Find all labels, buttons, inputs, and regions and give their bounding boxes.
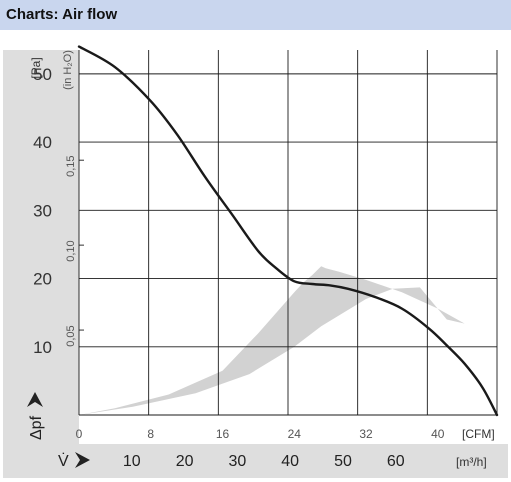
x-tick-label-cfm: 32 — [359, 427, 373, 441]
x-tick-label-m3h: 20 — [176, 453, 194, 470]
x-axis-label: V̇ — [58, 452, 69, 470]
chart-title: Charts: Air flow — [6, 6, 118, 23]
x-tick-label-m3h: 60 — [387, 453, 405, 470]
operating-region — [79, 266, 465, 415]
y-tick-label: 40 — [33, 133, 52, 152]
air-flow-curve — [77, 45, 499, 417]
y-secondary-tick-label: 0,10 — [65, 240, 77, 261]
y-secondary-tick-label: 0,05 — [65, 325, 77, 346]
y-tick-label: 20 — [33, 270, 52, 289]
x-tick-label-m3h: 40 — [281, 453, 299, 470]
y-tick-label: 30 — [33, 201, 52, 220]
x-axis-arrow-icon — [75, 452, 90, 468]
y-axis-arrow-icon — [27, 392, 43, 407]
x-axis-unit-cfm: [CFM] — [462, 427, 495, 441]
x-tick-label-cfm: 16 — [216, 427, 230, 441]
y-tick-label: 10 — [33, 338, 52, 357]
y-axis-label: Δpf — [28, 415, 45, 440]
x-tick-label-cfm: 0 — [76, 427, 83, 441]
y-secondary-unit: (in H₂O) — [62, 50, 74, 90]
x-tick-label-m3h: 30 — [228, 453, 246, 470]
x-axis-band — [3, 444, 508, 478]
x-tick-label-cfm: 8 — [147, 427, 154, 441]
y-secondary-tick-label: 0,15 — [65, 155, 77, 176]
y-tick-label: 50 — [33, 65, 52, 84]
y-axis-unit: [Pa] — [29, 57, 43, 78]
y-axis-band — [3, 50, 79, 444]
chart-header: Charts: Air flow — [0, 0, 511, 30]
x-tick-label-cfm: 24 — [288, 427, 302, 441]
x-tick-label-m3h: 50 — [334, 453, 352, 470]
x-tick-label-m3h: 10 — [123, 453, 141, 470]
x-tick-label-cfm: 40 — [431, 427, 445, 441]
x-axis-unit-m3h: [m³/h] — [456, 455, 487, 469]
